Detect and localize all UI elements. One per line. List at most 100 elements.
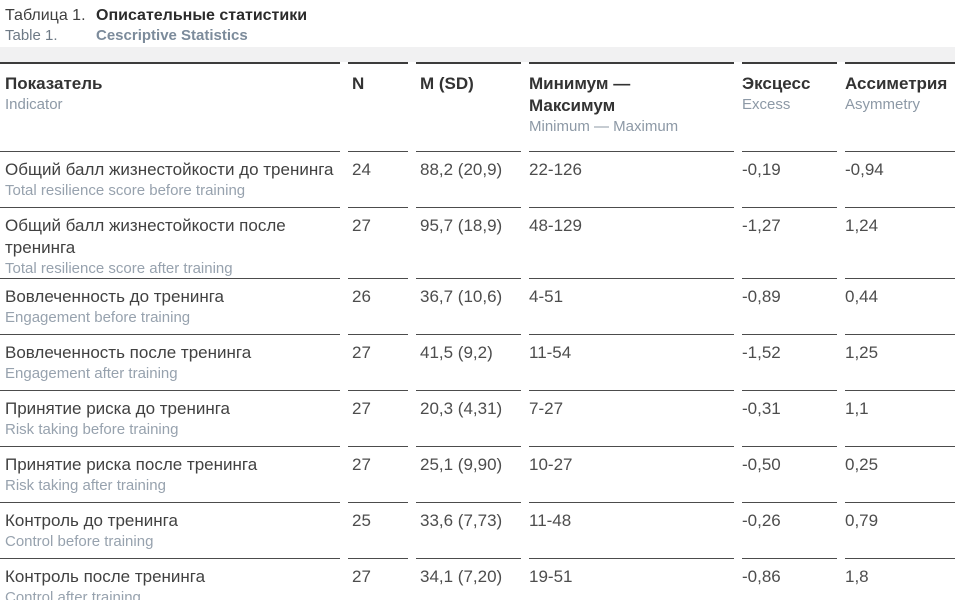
statistics-table: Показатель Indicator N M (SD) Минимум — … [0,62,955,600]
indicator-en: Risk taking before training [5,421,179,438]
cell-msd: 36,7 (10,6) [416,278,521,334]
indicator-ru: Принятие риска после тренинга [5,455,258,474]
cell-asymmetry: 1,8 [845,558,955,600]
cell-excess: -0,86 [742,558,837,600]
table-row: Вовлеченность после тренинга Engagement … [0,334,955,390]
caption-label-en: Table 1. [5,27,58,44]
header-cell-n: N [348,62,408,151]
table-row: Вовлеченность до тренинга Engagement bef… [0,278,955,334]
header-indicator-ru: Показатель [5,74,103,93]
header-cell-asymmetry: Ассиметрия Asymmetry [845,62,955,151]
cell-msd: 95,7 (18,9) [416,207,521,278]
cell-asymmetry: 1,24 [845,207,955,278]
cell-indicator: Общий балл жизнестойкости до тренинга To… [0,151,340,207]
cell-minmax: 10-27 [529,446,734,502]
cell-indicator: Принятие риска после тренинга Risk takin… [0,446,340,502]
indicator-ru: Общий балл жизнестойкости после тренинга [5,216,286,257]
cell-minmax: 11-48 [529,502,734,558]
cell-msd: 88,2 (20,9) [416,151,521,207]
indicator-en: Control after training [5,589,141,600]
cell-n: 25 [348,502,408,558]
header-excess-ru: Эксцесс [742,74,811,93]
header-minmax-en: Minimum — Maximum [529,118,679,135]
cell-asymmetry: 0,25 [845,446,955,502]
cell-msd: 34,1 (7,20) [416,558,521,600]
table-header: Показатель Indicator N M (SD) Минимум — … [0,62,955,151]
cell-indicator: Вовлеченность до тренинга Engagement bef… [0,278,340,334]
cell-excess: -1,27 [742,207,837,278]
header-asymmetry-en: Asymmetry [845,96,920,113]
cell-excess: -0,50 [742,446,837,502]
header-row: Показатель Indicator N M (SD) Минимум — … [0,62,955,151]
header-cell-msd: M (SD) [416,62,521,151]
indicator-ru: Вовлеченность после тренинга [5,343,252,362]
indicator-en: Control before training [5,533,154,550]
indicator-en: Total resilience score after training [5,260,233,277]
cell-minmax: 4-51 [529,278,734,334]
cell-minmax: 22-126 [529,151,734,207]
caption-line-ru: Таблица 1. Описательные статистики [5,6,955,26]
cell-indicator: Общий балл жизнестойкости после тренинга… [0,207,340,278]
indicator-ru: Общий балл жизнестойкости до тренинга [5,160,334,179]
caption-label-ru: Таблица 1. [5,7,86,24]
caption-line-en: Table 1. Cescriptive Statistics [5,26,955,45]
cell-n: 24 [348,151,408,207]
header-msd-label: M (SD) [420,74,474,93]
table-row: Общий балл жизнестойкости после тренинга… [0,207,955,278]
cell-minmax: 7-27 [529,390,734,446]
indicator-ru: Вовлеченность до тренинга [5,287,224,306]
header-asymmetry-ru: Ассиметрия [845,74,948,93]
cell-msd: 33,6 (7,73) [416,502,521,558]
header-cell-excess: Эксцесс Excess [742,62,837,151]
header-minmax-ru: Минимум — Максимум [529,74,631,115]
cell-indicator: Контроль после тренинга Control after tr… [0,558,340,600]
header-n-label: N [352,74,365,93]
table-body: Общий балл жизнестойкости до тренинга To… [0,151,955,600]
indicator-ru: Принятие риска до тренинга [5,399,231,418]
indicator-en: Total resilience score before training [5,182,246,199]
cell-indicator: Принятие риска до тренинга Risk taking b… [0,390,340,446]
header-excess-en: Excess [742,96,791,113]
table-row: Принятие риска до тренинга Risk taking b… [0,390,955,446]
cell-n: 27 [348,558,408,600]
header-cell-minmax: Минимум — Максимум Minimum — Maximum [529,62,734,151]
header-cell-indicator: Показатель Indicator [0,62,340,151]
table-caption: Таблица 1. Описательные статистики Table… [0,0,955,45]
cell-n: 27 [348,390,408,446]
cell-excess: -0,19 [742,151,837,207]
cell-n: 27 [348,446,408,502]
indicator-ru: Контроль до тренинга [5,511,178,530]
table-row: Контроль после тренинга Control after tr… [0,558,955,600]
cell-indicator: Вовлеченность после тренинга Engagement … [0,334,340,390]
cell-asymmetry: 1,25 [845,334,955,390]
indicator-en: Risk taking after training [5,477,166,494]
cell-minmax: 48-129 [529,207,734,278]
cell-n: 26 [348,278,408,334]
indicator-en: Engagement before training [5,309,191,326]
cell-indicator: Контроль до тренинга Control before trai… [0,502,340,558]
caption-title-en: Cescriptive Statistics [96,27,248,44]
cell-n: 27 [348,334,408,390]
cell-msd: 20,3 (4,31) [416,390,521,446]
indicator-ru: Контроль после тренинга [5,567,206,586]
header-indicator-en: Indicator [5,96,63,113]
cell-asymmetry: 0,79 [845,502,955,558]
cell-minmax: 19-51 [529,558,734,600]
table-row: Принятие риска после тренинга Risk takin… [0,446,955,502]
cell-asymmetry: 1,1 [845,390,955,446]
cell-asymmetry: -0,94 [845,151,955,207]
indicator-en: Engagement after training [5,365,178,382]
cell-msd: 25,1 (9,90) [416,446,521,502]
cell-excess: -0,26 [742,502,837,558]
table-row: Контроль до тренинга Control before trai… [0,502,955,558]
cell-excess: -0,89 [742,278,837,334]
cell-excess: -1,52 [742,334,837,390]
divider-band [0,47,955,62]
table-row: Общий балл жизнестойкости до тренинга To… [0,151,955,207]
cell-minmax: 11-54 [529,334,734,390]
cell-asymmetry: 0,44 [845,278,955,334]
cell-excess: -0,31 [742,390,837,446]
cell-msd: 41,5 (9,2) [416,334,521,390]
caption-title-ru: Описательные статистики [96,7,308,24]
